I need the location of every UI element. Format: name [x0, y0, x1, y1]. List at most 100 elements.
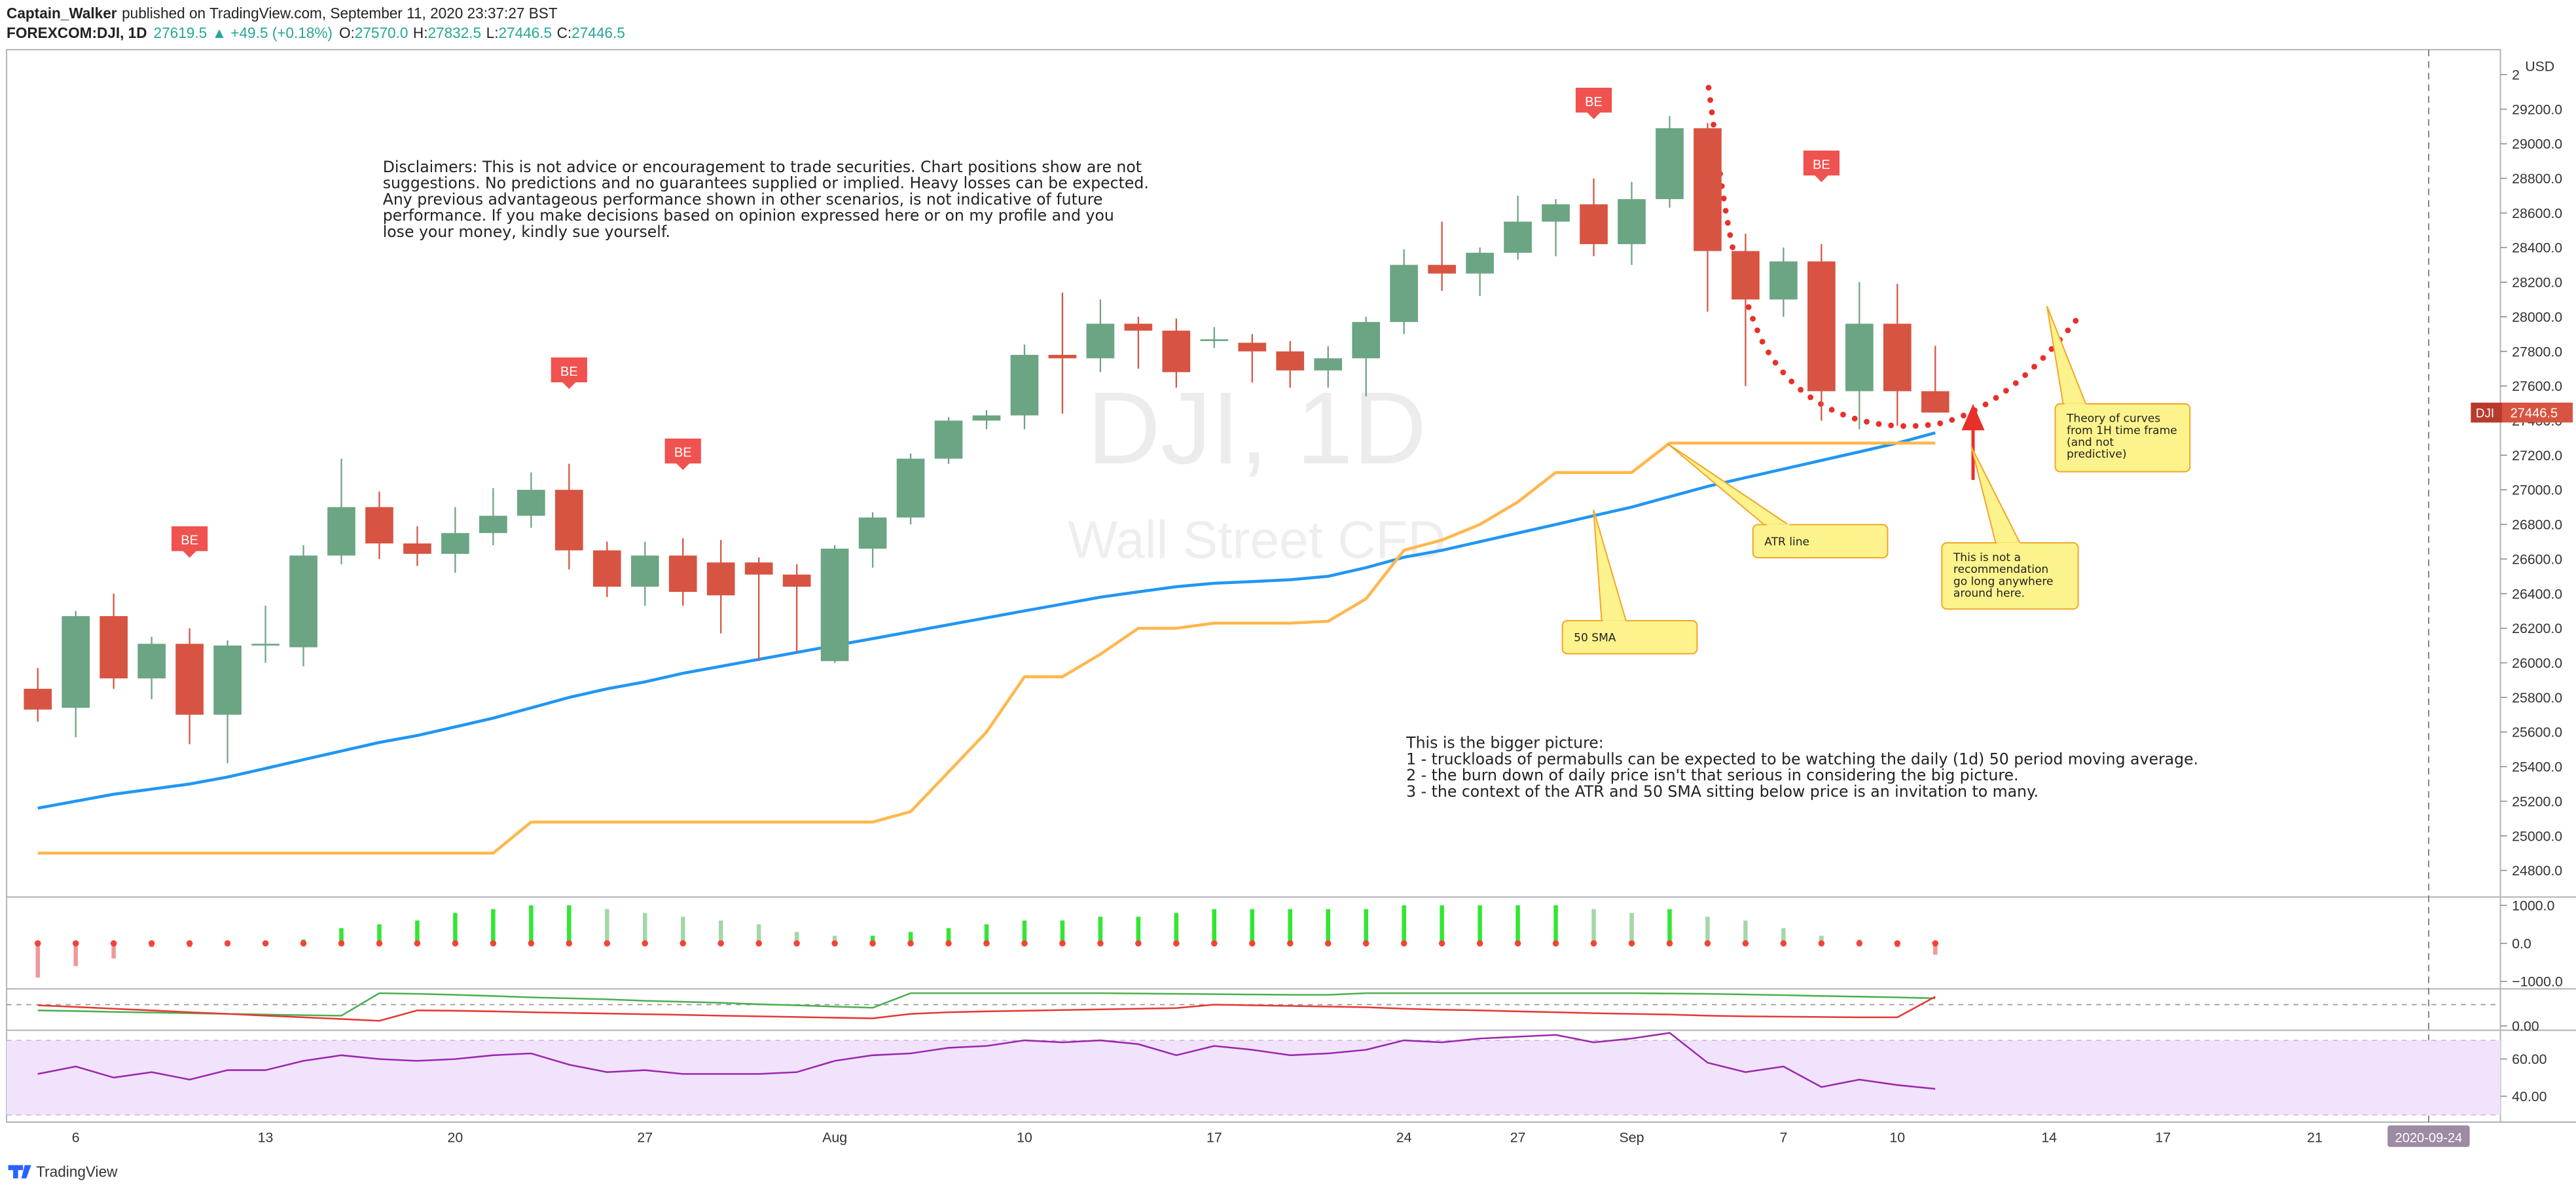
zero-dot [717, 940, 724, 947]
zero-dot [1286, 940, 1294, 947]
candle-body [1883, 323, 1912, 392]
change: ▲ +49.5 (+0.18%) [212, 24, 333, 41]
y-tick-label: 26200.0 [2512, 621, 2562, 636]
y-tick-label: 40.00 [2512, 1089, 2547, 1104]
footer-logo: TradingView [36, 1163, 118, 1180]
zero-dot [680, 940, 686, 947]
zero-dot [1021, 940, 1028, 947]
x-tick-label: 6 [72, 1129, 80, 1145]
histogram-bar [1402, 905, 1406, 943]
y-tick-label: 26600.0 [2512, 551, 2562, 567]
zero-dot [869, 940, 876, 947]
y-tick-label: 25200.0 [2512, 793, 2562, 809]
histogram-bar [1667, 909, 1672, 943]
zero-dot [224, 940, 231, 947]
x-tick-label: 24 [1396, 1129, 1412, 1145]
histogram-bar [1629, 913, 1634, 943]
y-tick-label: 2 [2512, 67, 2520, 82]
callout-text: from 1H time frame [2067, 424, 2177, 437]
histogram-bar [453, 913, 458, 943]
candle-body [1124, 323, 1153, 331]
zero-dot [1552, 940, 1559, 947]
candle-body [592, 550, 621, 587]
candle-body [175, 644, 204, 715]
histogram-bar [377, 924, 382, 943]
candle-body [403, 543, 431, 554]
marker-label: BE [181, 534, 198, 548]
note-line: Disclaimers: This is not advice or encou… [383, 158, 1142, 176]
zero-dot [72, 940, 79, 947]
x-tick-label: 21 [2307, 1129, 2323, 1145]
x-tick-label: 10 [1889, 1129, 1905, 1145]
candle-body [251, 644, 280, 646]
candle-body [668, 555, 697, 592]
y-tick-label: 24800.0 [2512, 863, 2562, 879]
candle-body [327, 507, 355, 556]
histogram-bar [832, 936, 837, 943]
histogram-bar [111, 943, 116, 959]
close-label: C: [557, 24, 572, 41]
note-line: This is the bigger picture: [1406, 734, 1604, 752]
y-tick-label: 28400.0 [2512, 240, 2562, 256]
zero-dot [1362, 940, 1370, 947]
candle-body [1921, 391, 1950, 413]
histogram-bar [1098, 917, 1103, 943]
callout-text: around here. [1953, 587, 2025, 600]
histogram-bar [339, 928, 344, 943]
marker [551, 357, 587, 390]
last-price-tag-name [2471, 402, 2503, 423]
y-tick-label: 26400.0 [2512, 586, 2562, 602]
watermark-symbol: DJI, 1D [1087, 371, 1426, 486]
zero-dot [755, 940, 762, 947]
y-tick-label: 27200.0 [2512, 448, 2562, 464]
indicator-line [37, 1032, 1936, 1090]
callout-box [1561, 619, 1698, 655]
histogram-bar [1591, 909, 1596, 943]
note-line: lose your money, kindly sue yourself. [383, 223, 670, 241]
x-tick-label: 7 [1779, 1129, 1787, 1145]
zero-dot [793, 940, 800, 947]
candle-body [1466, 253, 1494, 274]
candle-body [1238, 342, 1267, 352]
x-tick-label: 10 [1017, 1129, 1032, 1145]
x-tick-label: Sep [1620, 1129, 1644, 1145]
callout-seam [1767, 524, 1790, 527]
zero-dot [945, 940, 952, 947]
candle-body [365, 507, 393, 544]
histogram-bar [718, 921, 723, 943]
y-tick-label: 28200.0 [2512, 275, 2562, 291]
zero-dot [1476, 940, 1483, 947]
zero-dot [1249, 940, 1256, 947]
zero-dot [1324, 940, 1332, 947]
histogram-bar [756, 924, 761, 943]
published: published on TradingView.com, September … [122, 5, 558, 22]
zero-dot [1856, 940, 1863, 947]
zero-dot [186, 940, 193, 947]
marker [171, 526, 208, 558]
note-line: Any previous advantageous performance sh… [383, 190, 1103, 208]
candle-body [1807, 261, 1836, 392]
candle-body [1390, 264, 1419, 322]
zero-dot [1628, 940, 1635, 947]
zero-dot [1059, 940, 1066, 947]
x-tick-label: 17 [2155, 1129, 2171, 1145]
candle-body [1618, 199, 1646, 244]
zero-dot [376, 940, 383, 947]
candle-body [820, 549, 849, 661]
candle-body [896, 458, 925, 518]
candle-body [1352, 321, 1381, 359]
last-price: 27446.5 [2511, 407, 2558, 421]
candle-body [1504, 221, 1532, 253]
y-tick-label: 27800.0 [2512, 344, 2562, 359]
x-tick-label: 27 [1510, 1129, 1526, 1145]
candle-body [744, 562, 773, 575]
close: 27446.5 [571, 24, 625, 41]
candle-body [1580, 204, 1608, 244]
header-line: Captain_Walker published on TradingView.c… [7, 5, 558, 22]
note-line: 1 - truckloads of permabulls can be expe… [1406, 750, 2198, 768]
candle-body [517, 490, 545, 516]
zero-dot [1400, 940, 1407, 947]
histogram-bar [946, 928, 951, 943]
histogram-bar [794, 932, 799, 943]
